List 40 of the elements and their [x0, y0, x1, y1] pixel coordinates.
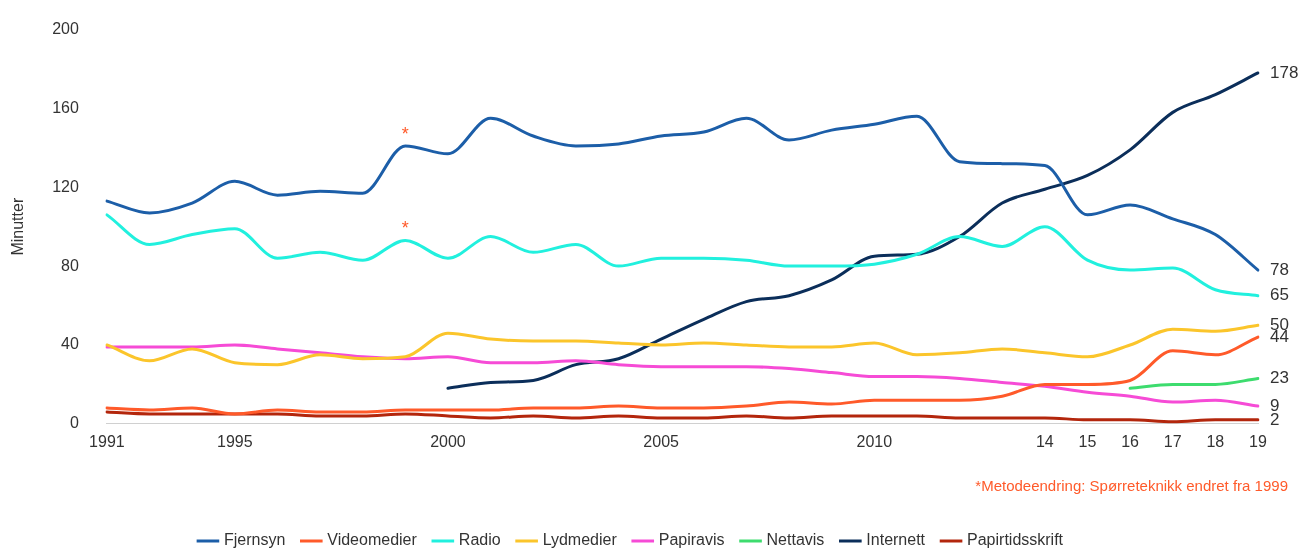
legend-label: Nettavis — [766, 531, 825, 549]
x-tick-label: 14 — [1035, 432, 1054, 450]
data-label: 65 — [1270, 285, 1289, 305]
x-tick-label: 17 — [1163, 432, 1182, 450]
x-tick-label: 2000 — [430, 432, 466, 450]
line-series — [105, 335, 1260, 416]
data-label: 78 — [1270, 259, 1289, 279]
line-series — [105, 114, 1260, 272]
legend-label: Papirtidsskrift — [967, 531, 1064, 549]
legend-label: Lydmedier — [542, 531, 618, 549]
line-series — [105, 213, 1260, 298]
line-series — [105, 343, 1260, 408]
data-label: 178 — [1270, 62, 1299, 82]
line-series — [105, 410, 1260, 424]
x-tick-label: 1995 — [217, 432, 253, 450]
x-tick-label: 2005 — [643, 432, 680, 450]
y-axis-title: Minutter — [9, 197, 27, 256]
legend-label: Videomedier — [327, 531, 418, 549]
legend-label: Papiravis — [658, 531, 725, 549]
y-tick-label: 200 — [52, 20, 79, 38]
x-tick-label: 15 — [1078, 432, 1097, 450]
legend-label: Fjernsyn — [223, 531, 286, 549]
data-label: 23 — [1270, 368, 1289, 388]
legend-label: Radio — [458, 531, 501, 549]
y-tick-label: 160 — [52, 98, 79, 116]
y-tick-label: 40 — [61, 335, 79, 353]
x-tick-label: 2010 — [856, 432, 893, 450]
y-tick-label: 0 — [69, 414, 79, 432]
legend-label: Internett — [866, 531, 926, 549]
text: *Metodeendring: Spørreteknikk endret fra 1999 — [975, 476, 1288, 494]
x-tick-label: 16 — [1121, 432, 1140, 450]
data-label: * — [401, 123, 409, 144]
x-tick-label: 1991 — [89, 432, 125, 450]
line-series — [446, 71, 1260, 390]
line-series — [105, 323, 1260, 367]
y-tick-label: 120 — [52, 177, 79, 195]
x-tick-label: 19 — [1249, 432, 1267, 450]
x-tick-label: 18 — [1206, 432, 1225, 450]
data-label: * — [401, 218, 409, 239]
y-tick-label: 80 — [61, 256, 79, 274]
